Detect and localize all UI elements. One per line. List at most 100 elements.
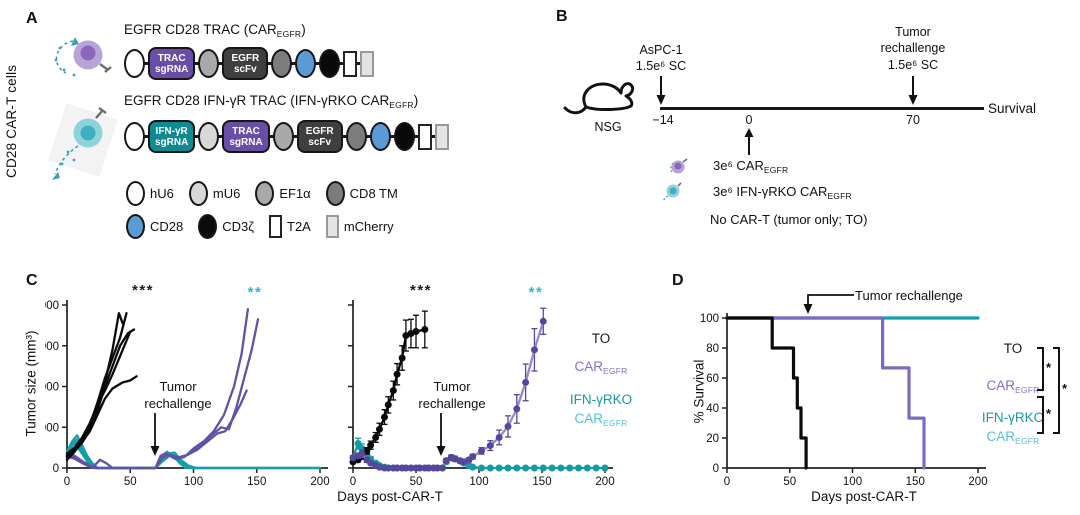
mCherry-swatch xyxy=(325,215,339,238)
svg-text:0: 0 xyxy=(64,476,70,488)
svg-text:0: 0 xyxy=(350,476,356,488)
cd28-element xyxy=(295,49,317,78)
legend-car-egfr-c-text: CAR xyxy=(574,359,604,374)
mU6-swatch xyxy=(188,181,208,206)
construct-1-title-subscript: EGFR xyxy=(276,29,302,39)
timeline xyxy=(660,107,984,110)
injection-2-text: 3e⁶ IFN-γRKO CAR xyxy=(713,184,828,199)
construct-legend-row-1: hU6 mU6 EF1α CD8 TM xyxy=(126,181,398,206)
tumor-rechallenge-label: Tumor rechallenge 1.5e⁶ SC xyxy=(880,25,946,72)
t2a-element xyxy=(343,50,358,77)
tumor-growth-individual-chart: 05010015020001000200030004000 xyxy=(45,300,330,488)
construct-1-title: EGFR CD28 TRAC (CAREGFR) xyxy=(124,22,306,39)
cd3-zeta-element xyxy=(393,122,415,151)
svg-text:40: 40 xyxy=(706,403,719,415)
significance-ko-left: ** xyxy=(247,284,263,301)
construct-1-row: TRAC sgRNA EGFR scFv xyxy=(124,45,375,82)
construct-legend-label: CD8 TM xyxy=(349,186,398,201)
construct-2-title: EGFR CD28 IFN-γR TRAC (IFN-γRKO CAREGFR) xyxy=(124,93,418,110)
construct-2-title-close: ) xyxy=(413,93,419,108)
arrow-down-rechallenge-icon xyxy=(908,76,918,105)
legend-car-egfr-d-subscript: EGFR xyxy=(1015,385,1040,395)
svg-text:60: 60 xyxy=(706,373,719,385)
significance-to-left: *** xyxy=(131,282,154,299)
construct-1-title-close: ) xyxy=(301,22,306,37)
rechallenge-callout-right: Tumor rechallenge xyxy=(418,379,486,411)
legend-ifngrko-d: IFN-γRKO xyxy=(981,410,1045,425)
ef1a-promoter-element xyxy=(198,49,220,78)
legend-car-egfr-d-text: CAR xyxy=(986,378,1016,393)
svg-text:150: 150 xyxy=(906,476,925,488)
construct-legend-item: CD28 xyxy=(126,214,183,239)
mouse-icon xyxy=(563,82,635,115)
injection-1-label: 3e⁶ CAREGFR xyxy=(713,158,788,176)
timeline-day-minus14: −14 xyxy=(652,113,674,127)
panel-c-label: C xyxy=(26,272,38,289)
construct-legend-item: CD3ζ xyxy=(198,214,254,239)
svg-text:50: 50 xyxy=(410,476,423,488)
construct-2-title-subscript: EGFR xyxy=(389,100,414,110)
legend-ifngrko-car-d-subscript: EGFR xyxy=(1015,436,1040,446)
svg-text:3000: 3000 xyxy=(45,341,59,353)
panel-d-label: D xyxy=(672,272,684,289)
trac-sgrna-element: TRAC sgRNA xyxy=(148,47,196,80)
hU6-swatch xyxy=(126,181,145,206)
svg-text:100: 100 xyxy=(184,476,203,488)
construct-legend-label: CD28 xyxy=(150,219,184,234)
panel-b-label: B xyxy=(556,8,568,25)
svg-text:1000: 1000 xyxy=(45,422,59,434)
svg-text:100: 100 xyxy=(700,313,719,325)
mouse-strain-label: NSG xyxy=(594,120,622,134)
injection-2-label: 3e⁶ IFN-γRKO CAREGFR xyxy=(713,184,852,202)
construct-legend-item: hU6 xyxy=(126,181,174,206)
panel-a-side-label: CD28 CAR-T cells xyxy=(4,64,19,178)
arrow-down-rechallenge-left-icon xyxy=(150,413,160,456)
sig-star-car-vs-ko: * xyxy=(1046,406,1052,421)
svg-text:0: 0 xyxy=(53,463,59,475)
CD3ζ-swatch xyxy=(198,214,218,239)
construct-2-title-text: EGFR CD28 IFN-γR TRAC (IFN-γRKO CAR xyxy=(124,93,390,108)
days-axis-label-c: Days post-CAR-T xyxy=(337,489,443,504)
svg-text:50: 50 xyxy=(124,476,137,488)
cd28-element xyxy=(369,122,391,151)
legend-to-d: TO xyxy=(1003,341,1023,356)
hU6-promoter-element xyxy=(124,49,145,78)
arrow-down-implant-icon xyxy=(656,76,666,105)
timeline-endpoint-label: Survival xyxy=(988,101,1037,116)
legend-car-egfr-d: CAREGFR xyxy=(958,378,1068,395)
legend-ifngrko-car-d-text: CAR xyxy=(986,429,1016,444)
T2A-swatch xyxy=(269,215,282,238)
car-t-cell-purple-icon xyxy=(54,37,112,77)
rechallenge-callout-left: Tumor rechallenge xyxy=(144,379,212,411)
sig-bracket-car-vs-ko xyxy=(1037,396,1044,434)
svg-text:80: 80 xyxy=(706,343,719,355)
arrow-up-cart-icon xyxy=(744,128,754,155)
arrow-elbow-rechallenge-d-icon xyxy=(803,294,854,314)
svg-text:200: 200 xyxy=(310,476,329,488)
injection-3-label: No CAR-T (tumor only; TO) xyxy=(710,212,868,227)
significance-ko-right: ** xyxy=(528,284,544,301)
sig-bracket-to-vs-car xyxy=(1037,347,1044,391)
legend-ifngrko-car-c: CAREGFR xyxy=(546,411,656,428)
ifngr-sgrna-element: IFN-γR sgRNA xyxy=(148,120,196,153)
days-axis-label-d: Days post-CAR-T xyxy=(811,489,917,504)
construct-legend-label: EF1α xyxy=(279,186,311,201)
CD8 TM-swatch xyxy=(325,181,345,206)
construct-legend-label: hU6 xyxy=(150,186,174,201)
sig-star-to-vs-ko: * xyxy=(1062,381,1068,396)
tumor-growth-mean-chart: 0 50 100 150 200 xyxy=(348,300,615,488)
svg-text:200: 200 xyxy=(968,476,987,488)
svg-text:150: 150 xyxy=(247,476,266,488)
mcherry-element xyxy=(434,123,449,150)
mcherry-element xyxy=(360,50,375,77)
injection-1-subscript: EGFR xyxy=(763,165,789,175)
legend-car-egfr-c-subscript: EGFR xyxy=(603,366,628,376)
sig-star-to-vs-car: * xyxy=(1046,360,1052,375)
svg-text:200: 200 xyxy=(595,476,614,488)
teal-cell-small-icon xyxy=(662,182,682,202)
legend-ifngrko-car-c-text: CAR xyxy=(574,411,604,426)
construct-legend-label: T2A xyxy=(287,219,311,234)
t2a-element xyxy=(417,123,432,150)
tumor-implant-label: AsPC-1 1.5e⁶ SC xyxy=(635,43,687,74)
